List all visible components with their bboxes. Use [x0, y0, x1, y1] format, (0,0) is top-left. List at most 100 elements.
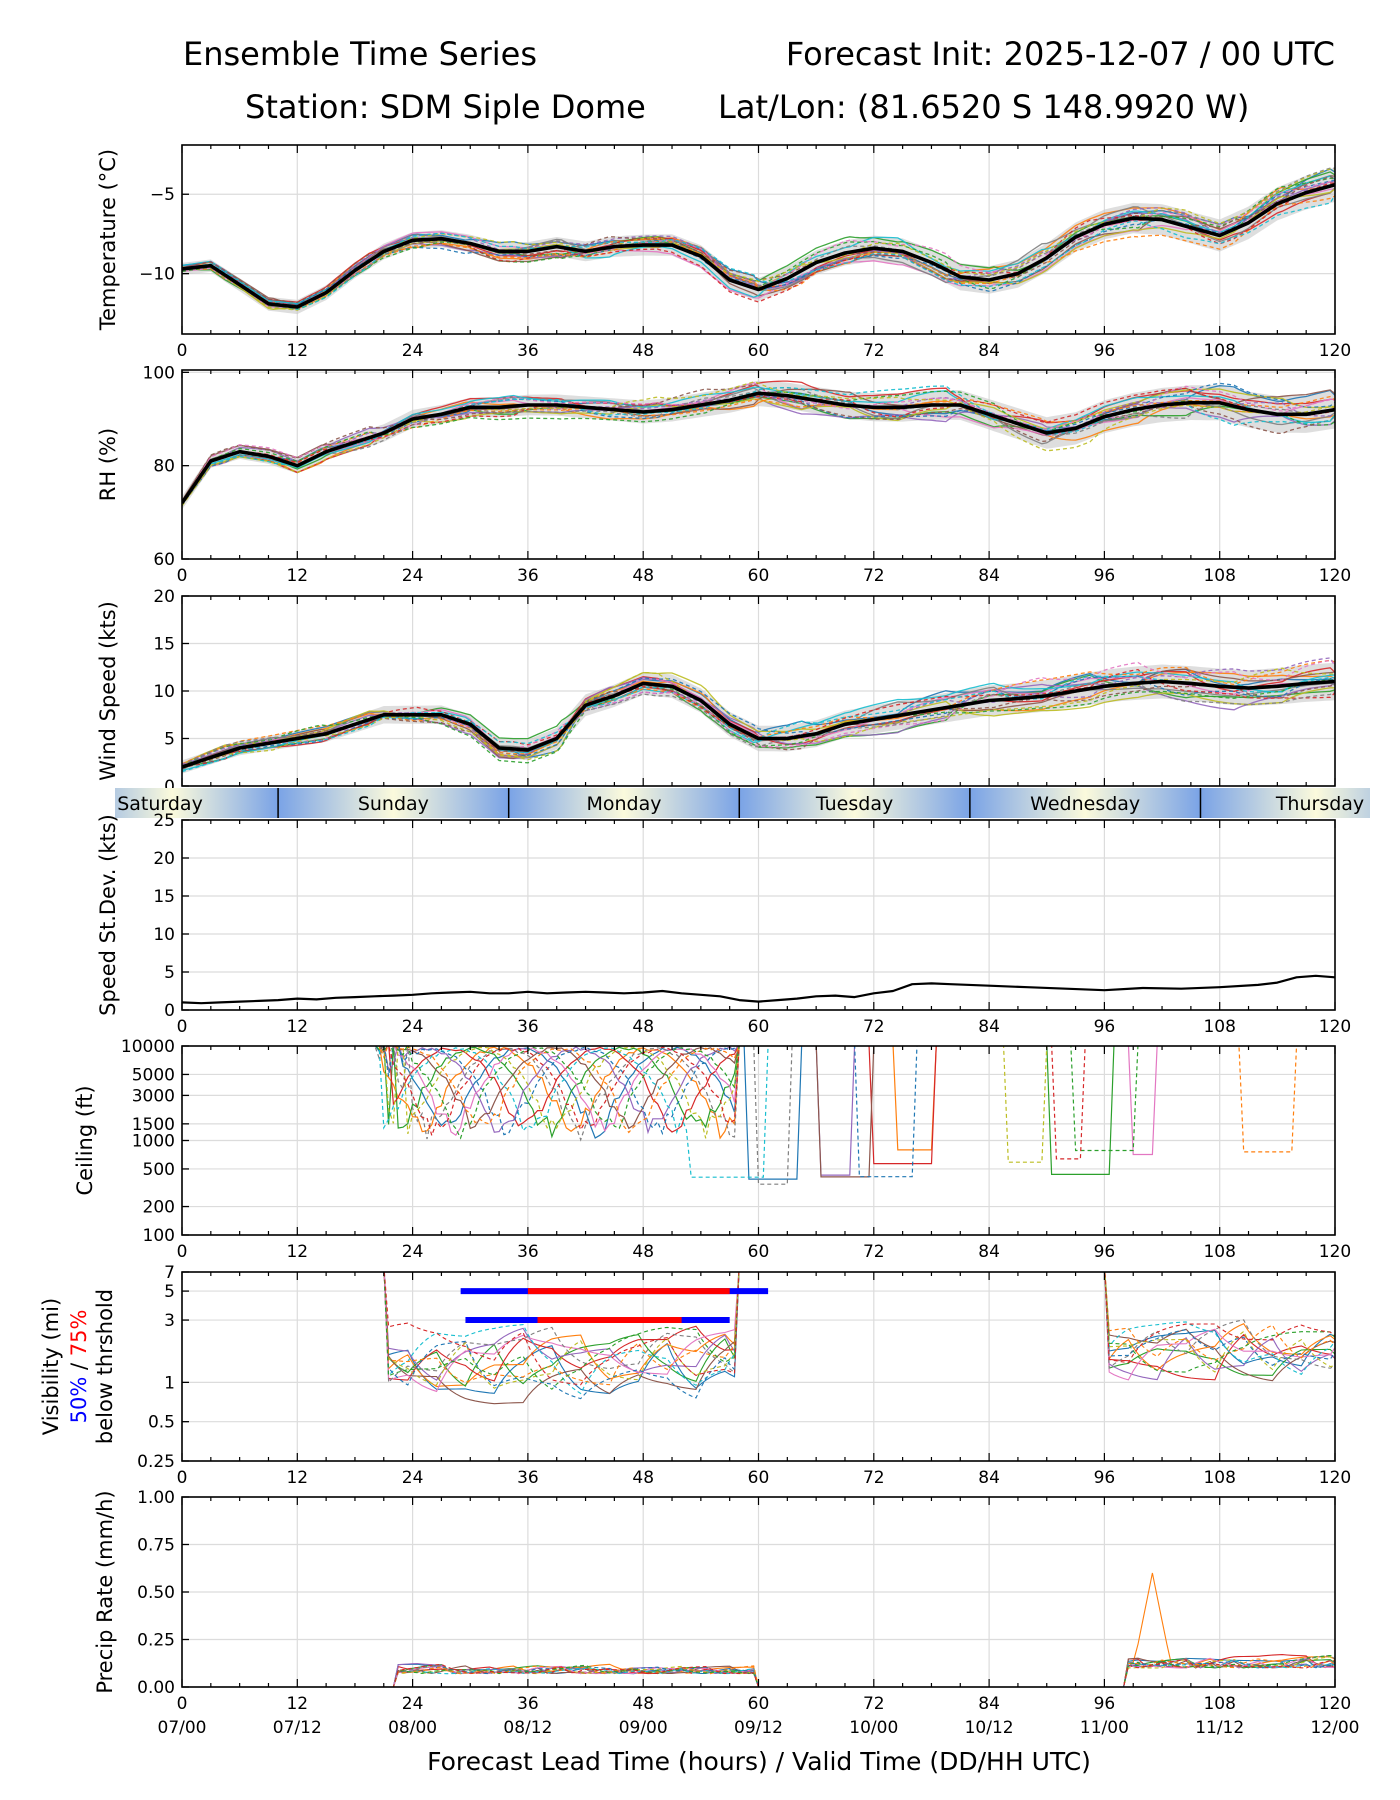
rh-plot-area — [182, 380, 1335, 510]
x-tick-label: 24 — [402, 1242, 424, 1262]
y-tick-label: 15 — [153, 635, 175, 655]
x-tick-label: 72 — [863, 341, 885, 361]
x-tick-label: 60 — [748, 341, 770, 361]
x-tick-label: 24 — [402, 1017, 424, 1037]
wind_speed-plot-area — [182, 657, 1335, 774]
y-tick-label: 0.75 — [137, 1536, 175, 1556]
x-tick-label: 12 — [286, 1468, 308, 1488]
ensemble-member-line — [182, 1654, 1335, 1687]
ensemble-member-line — [182, 668, 1335, 767]
ensemble-member-line — [383, 1272, 1335, 1395]
x-tick-label: 36 — [517, 341, 539, 361]
y-tick-label: 3000 — [132, 1086, 175, 1106]
ensemble-member-line — [383, 1272, 1335, 1390]
ensemble-member-line — [383, 1272, 1335, 1400]
ensemble-member-line — [383, 1272, 1335, 1388]
day-segment — [278, 788, 509, 818]
x-tick-label: 96 — [1094, 1017, 1116, 1037]
valid-time-label: 11/12 — [1195, 1718, 1244, 1738]
x-tick-label: 0 — [177, 566, 188, 586]
y-axis-label-pct: 50% / 75% — [67, 1310, 91, 1424]
x-tick-label: 0 — [177, 1017, 188, 1037]
valid-time-label: 07/12 — [273, 1718, 322, 1738]
speed_stdev-plot-area — [182, 974, 1335, 1005]
x-tick-label: 48 — [632, 1694, 654, 1714]
day-segment — [508, 788, 740, 818]
day-label: Wednesday — [1030, 793, 1140, 815]
y-tick-label: 1500 — [132, 1115, 175, 1135]
valid-time-label: 10/12 — [965, 1718, 1014, 1738]
y-axis-label: Ceiling (ft) — [73, 1085, 97, 1195]
ensemble-member-line — [182, 195, 1335, 310]
x-tick-label: 48 — [632, 1468, 654, 1488]
y-tick-label: 0.25 — [137, 1452, 175, 1472]
temperature-mean-line — [182, 182, 1335, 309]
ceiling-plot-area — [374, 1046, 1298, 1185]
ensemble-member-line — [182, 659, 1335, 765]
ensemble-member-line — [383, 1272, 1335, 1382]
x-tick-label: 120 — [1319, 566, 1351, 586]
x-tick-label: 108 — [1203, 341, 1235, 361]
x-tick-label: 108 — [1203, 1694, 1235, 1714]
ensemble-member-line — [182, 381, 1335, 507]
day-label: Saturday — [117, 793, 203, 815]
x-tick-label: 24 — [402, 566, 424, 586]
valid-time-label: 09/00 — [619, 1718, 668, 1738]
y-tick-label: 25 — [153, 811, 175, 831]
ensemble-member-line — [182, 383, 1335, 504]
valid-time-label: 07/00 — [158, 1718, 207, 1738]
x-tick-label: 60 — [748, 1242, 770, 1262]
x-tick-label: 60 — [748, 566, 770, 586]
ensemble-member-line — [182, 1659, 1335, 1687]
x-tick-label: 120 — [1319, 341, 1351, 361]
x-tick-label: 72 — [863, 1242, 885, 1262]
ensemble-member-line — [182, 1657, 1335, 1687]
x-tick-label: 96 — [1094, 1694, 1116, 1714]
x-tick-label: 60 — [748, 1468, 770, 1488]
x-tick-label: 0 — [177, 1694, 188, 1714]
x-tick-label: 84 — [978, 1694, 1000, 1714]
ensemble-member-line — [182, 1657, 1335, 1687]
x-tick-label: 36 — [517, 1694, 539, 1714]
title-left: Ensemble Time Series — [183, 35, 537, 73]
x-tick-label: 24 — [402, 1694, 424, 1714]
x-tick-label: 36 — [517, 1468, 539, 1488]
y-axis-label: Temperature (°C) — [96, 149, 120, 331]
y-tick-label: 80 — [153, 457, 175, 477]
visibility-plot-area — [383, 1272, 1335, 1405]
y-tick-label: 1000 — [132, 1132, 175, 1152]
ensemble-member-line — [182, 671, 1335, 766]
y-axis-label: Speed St.Dev. (kts) — [96, 814, 120, 1016]
x-tick-label: 84 — [978, 1017, 1000, 1037]
x-tick-label: 120 — [1319, 1242, 1351, 1262]
y-axis-label: RH (%) — [96, 428, 120, 501]
y-tick-label: 5000 — [132, 1065, 175, 1085]
day-of-week-bar: Saturday Sunday Monday Tuesday Wednesday Thur… — [115, 788, 1370, 818]
y-tick-label: 0.50 — [137, 1583, 175, 1603]
day-label: Tuesday — [815, 793, 893, 815]
station-label: Station: SDM Siple Dome — [245, 88, 646, 126]
x-tick-label: 84 — [978, 1468, 1000, 1488]
ensemble-member-line — [182, 194, 1335, 310]
temperature-grid — [181, 145, 1336, 334]
x-tick-label: 108 — [1203, 566, 1235, 586]
x-tick-label: 0 — [177, 1468, 188, 1488]
x-tick-label: 0 — [177, 1242, 188, 1262]
x-tick-label: 120 — [1319, 1017, 1351, 1037]
precip-grid — [181, 1496, 1336, 1688]
x-tick-label: 108 — [1203, 1242, 1235, 1262]
day-segment — [1200, 788, 1370, 818]
y-tick-label: 500 — [143, 1160, 175, 1180]
day-bar-segments: Saturday Sunday Monday Tuesday Wednesday Thur… — [115, 788, 1370, 818]
x-tick-label: 72 — [863, 1694, 885, 1714]
ceiling-grid — [181, 1045, 1336, 1236]
ensemble-member-line — [182, 387, 1335, 504]
x-tick-label: 24 — [402, 341, 424, 361]
x-tick-label: 12 — [286, 1242, 308, 1262]
ensemble-member-line — [182, 682, 1335, 771]
latlon-label: Lat/Lon: (81.6520 S 148.9920 W) — [718, 88, 1249, 126]
wind-speed-panel: 20 15 10 5 0 Wind Speed (kts) — [96, 587, 1336, 797]
label-50pct: 50% — [67, 1377, 91, 1424]
